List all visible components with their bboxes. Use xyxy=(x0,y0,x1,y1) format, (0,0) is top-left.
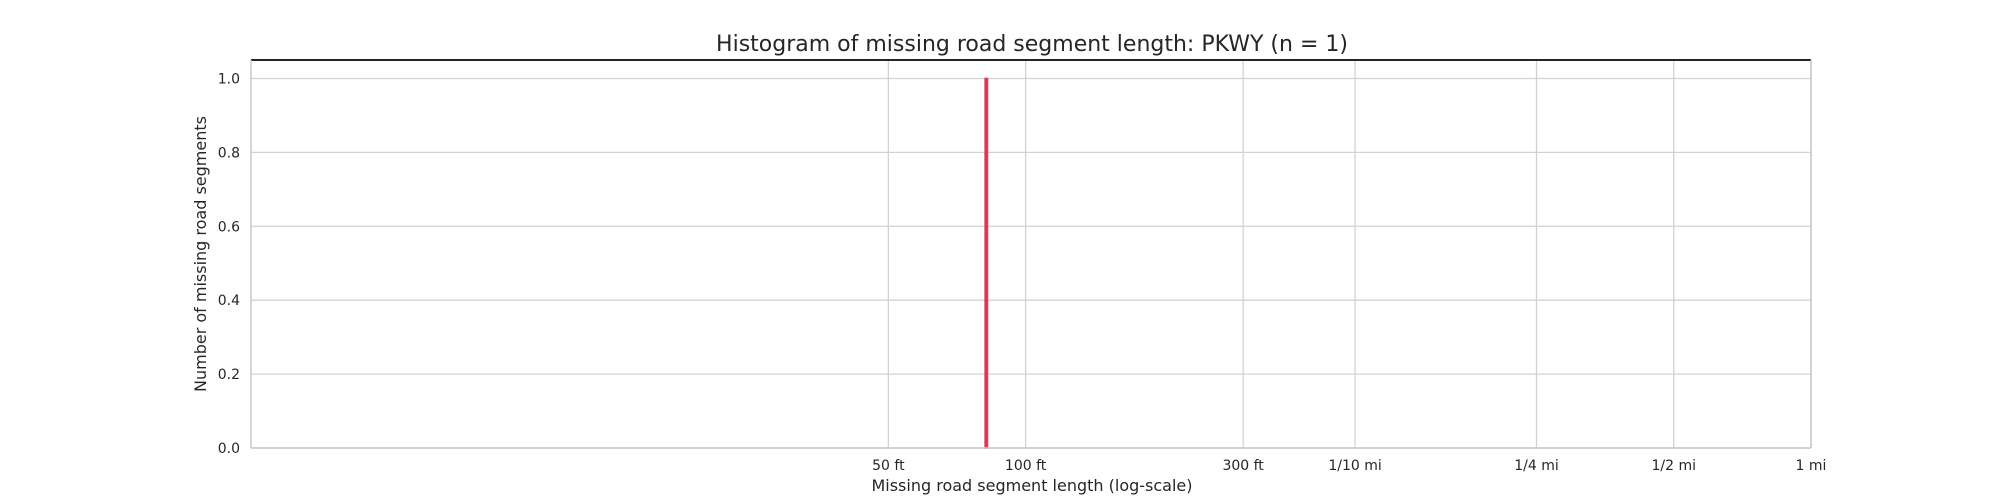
bar-layer xyxy=(984,77,989,449)
y-tick-label: 1.0 xyxy=(218,71,240,87)
y-tick-label: 0.4 xyxy=(218,293,240,309)
y-axis-label: Number of missing road segments xyxy=(191,116,210,392)
y-tick-label: 0.8 xyxy=(218,145,240,161)
y-tick-label: 0.0 xyxy=(218,441,240,457)
tick-label-layer: 0.0 0.2 0.4 0.6 0.8 1.0 50 ft 100 ft 300 ft 1/10 … xyxy=(218,71,1827,474)
x-tick-label: 1 mi xyxy=(1796,458,1827,474)
y-tick-label: 0.2 xyxy=(218,367,240,383)
frame-layer xyxy=(250,59,1812,449)
x-tick-label: 1/2 mi xyxy=(1651,458,1696,474)
x-tick-label: 50 ft xyxy=(872,458,905,474)
y-tick-label: 0.6 xyxy=(218,219,240,235)
x-tick-label: 1/10 mi xyxy=(1328,458,1381,474)
chart-title: Histogram of missing road segment length… xyxy=(716,32,1348,57)
x-tick-label: 1/4 mi xyxy=(1514,458,1559,474)
histogram-bar xyxy=(984,77,989,449)
grid-layer xyxy=(251,60,1812,449)
x-axis-label: Missing road segment length (log-scale) xyxy=(871,476,1192,495)
x-tick-label: 300 ft xyxy=(1222,458,1264,474)
x-tick-label: 100 ft xyxy=(1005,458,1047,474)
